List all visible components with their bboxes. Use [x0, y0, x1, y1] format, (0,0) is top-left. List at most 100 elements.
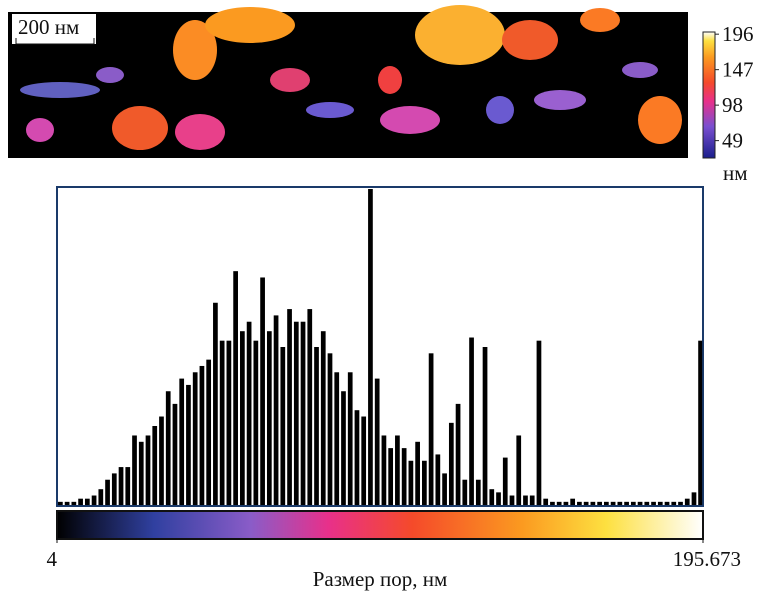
- bar: [125, 467, 131, 505]
- bar: [415, 441, 420, 505]
- bar: [186, 384, 191, 505]
- bar: [334, 372, 340, 505]
- bar: [577, 501, 582, 505]
- bar: [213, 302, 218, 505]
- bar: [462, 479, 468, 505]
- plot-frame: [56, 186, 704, 507]
- bar: [368, 189, 373, 505]
- bar: [556, 501, 562, 505]
- bar: [246, 321, 252, 505]
- bar: [604, 501, 609, 505]
- bar: [671, 501, 677, 505]
- colorbar-tick-label: 147: [722, 58, 754, 82]
- bar: [253, 340, 259, 505]
- bar: [698, 340, 703, 505]
- bar: [159, 416, 164, 505]
- bar: [435, 454, 441, 505]
- colorbar-tick-label: 196: [722, 22, 754, 46]
- bar: [583, 501, 589, 505]
- bar: [664, 501, 670, 505]
- bar: [98, 489, 104, 505]
- bar: [448, 422, 454, 505]
- scale-bar-label: 200 нм: [18, 15, 79, 39]
- bar: [529, 495, 535, 505]
- bar: [105, 479, 110, 505]
- bar: [233, 271, 238, 505]
- bar: [543, 498, 549, 505]
- bar: [58, 501, 63, 505]
- bar: [489, 489, 495, 505]
- bar: [496, 492, 501, 505]
- bar: [469, 337, 474, 505]
- bar: [536, 340, 542, 505]
- bar: [260, 277, 265, 505]
- bar: [199, 365, 205, 505]
- bar: [84, 498, 90, 505]
- bar: [550, 501, 555, 505]
- bar: [509, 495, 515, 505]
- bar: [64, 501, 70, 505]
- bar: [617, 501, 623, 505]
- bar: [300, 321, 306, 505]
- bar: [657, 501, 663, 505]
- bar: [206, 359, 212, 505]
- bar: [273, 315, 279, 505]
- bar: [111, 473, 117, 505]
- bar: [381, 435, 387, 505]
- bar: [78, 498, 83, 505]
- bar: [341, 391, 346, 505]
- bar: [240, 331, 245, 505]
- bar: [428, 353, 434, 505]
- bar: [219, 340, 225, 505]
- bar: [266, 331, 272, 505]
- bar: [71, 501, 77, 505]
- bar: [179, 378, 185, 505]
- colorbar-unit: нм: [723, 161, 748, 185]
- bar: [482, 347, 488, 505]
- bar: [475, 479, 481, 505]
- bar: [570, 498, 576, 505]
- bar: [678, 501, 683, 505]
- pore-map: [8, 5, 716, 159]
- colorbar-tick-label: 49: [722, 129, 743, 153]
- bar: [408, 460, 414, 505]
- bar: [624, 501, 629, 505]
- bar: [597, 501, 602, 505]
- bar: [455, 403, 461, 505]
- bar: [630, 501, 636, 505]
- bar: [502, 457, 508, 505]
- bar: [145, 435, 151, 505]
- x-axis-label: Размер пор, нм: [313, 567, 448, 591]
- bar: [307, 309, 313, 505]
- bar: [388, 448, 394, 505]
- bar: [637, 501, 643, 505]
- bar: [287, 309, 292, 505]
- bar: [327, 353, 333, 505]
- bar: [172, 403, 178, 505]
- bar: [361, 416, 367, 505]
- bar: [165, 391, 171, 505]
- bar: [516, 435, 522, 505]
- bar: [192, 372, 198, 505]
- bar: [226, 340, 232, 505]
- bar: [132, 435, 137, 505]
- bar: [152, 426, 158, 505]
- bar: [91, 495, 97, 505]
- bar: [320, 331, 326, 505]
- bar: [374, 378, 380, 505]
- bar: [523, 495, 528, 505]
- bar: [138, 441, 144, 505]
- x-tick-label: 4: [47, 547, 58, 571]
- bar: [354, 410, 360, 505]
- bar: [280, 347, 286, 505]
- bar: [293, 321, 299, 505]
- bar: [684, 498, 690, 505]
- bar: [118, 467, 124, 505]
- bar: [651, 501, 656, 505]
- colorbar-tick-label: 98: [722, 93, 743, 117]
- bar: [610, 501, 616, 505]
- color-scale: [56, 510, 704, 540]
- bar: [314, 347, 319, 505]
- bar: [563, 501, 569, 505]
